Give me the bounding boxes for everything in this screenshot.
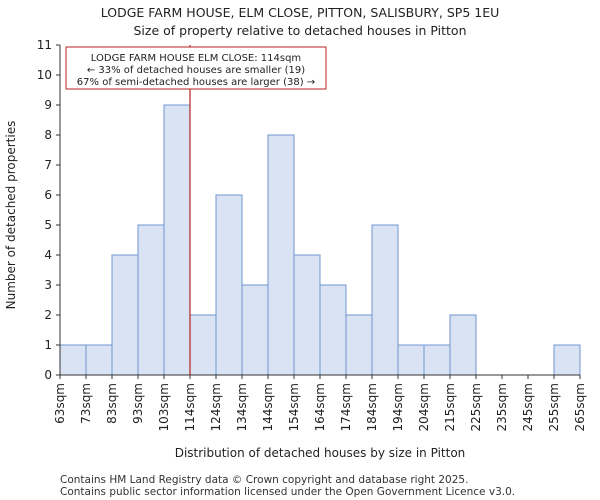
x-tick-label: 63sqm	[53, 383, 67, 424]
x-axis-label: Distribution of detached houses by size …	[175, 446, 466, 460]
y-tick-label: 5	[44, 218, 52, 232]
chart-subtitle: Size of property relative to detached ho…	[133, 23, 467, 38]
x-tick-label: 204sqm	[417, 383, 431, 431]
annotation-box: LODGE FARM HOUSE ELM CLOSE: 114sqm ← 33%…	[65, 46, 327, 90]
y-tick-label: 8	[44, 128, 52, 142]
annotation-line-3: 67% of semi-detached houses are larger (…	[77, 77, 315, 88]
bar-73sqm	[85, 344, 113, 376]
y-tick-label: 10	[37, 68, 52, 82]
x-tick-label: 144sqm	[261, 383, 275, 431]
footer-line-2: Contains public sector information licen…	[60, 486, 516, 498]
x-tick-label: 265sqm	[573, 383, 587, 431]
x-tick-label: 215sqm	[443, 383, 457, 431]
bar-204sqm	[423, 344, 451, 376]
x-tick-label: 184sqm	[365, 383, 379, 431]
x-tick-label: 154sqm	[287, 383, 301, 431]
bar-124sqm	[215, 194, 243, 376]
y-tick-label: 0	[44, 368, 52, 382]
y-tick-label: 6	[44, 188, 52, 202]
y-axis-label: Number of detached properties	[4, 121, 18, 310]
bar-144sqm	[267, 134, 295, 376]
bar-164sqm	[319, 284, 347, 376]
bar-255sqm	[553, 344, 581, 376]
bar-184sqm	[371, 224, 399, 376]
x-tick-label: 93sqm	[131, 383, 145, 424]
chart-title: LODGE FARM HOUSE, ELM CLOSE, PITTON, SAL…	[100, 5, 500, 20]
footer-line-1: Contains HM Land Registry data © Crown c…	[60, 474, 469, 486]
x-tick-label: 245sqm	[521, 383, 535, 431]
y-tick-label: 1	[44, 338, 52, 352]
y-tick-label: 2	[44, 308, 52, 322]
bar-215sqm	[449, 314, 477, 376]
y-tick-label: 11	[37, 38, 52, 52]
bar-103sqm	[163, 104, 191, 376]
y-tick-label: 3	[44, 278, 52, 292]
x-tick-label: 73sqm	[79, 383, 93, 424]
x-tick-label: 124sqm	[209, 383, 223, 431]
y-axis: 0 1 2 3 4 5 6 7 8 9 10 11	[37, 38, 61, 382]
bar-63sqm	[59, 344, 87, 376]
bar-93sqm	[137, 224, 165, 376]
y-tick-label: 9	[44, 98, 52, 112]
y-tick-label: 7	[44, 158, 52, 172]
bars-group	[59, 104, 581, 376]
bar-194sqm	[397, 344, 425, 376]
x-tick-label: 114sqm	[183, 383, 197, 431]
bar-154sqm	[293, 254, 321, 376]
bar-114sqm	[189, 314, 217, 376]
x-tick-label: 235sqm	[495, 383, 509, 431]
y-tick-label: 4	[44, 248, 52, 262]
x-tick-label: 164sqm	[313, 383, 327, 431]
x-tick-label: 83sqm	[105, 383, 119, 424]
bar-83sqm	[111, 254, 139, 376]
x-tick-label: 134sqm	[235, 383, 249, 431]
x-tick-label: 225sqm	[469, 383, 483, 431]
x-axis: 63sqm 73sqm 83sqm 93sqm 103sqm 114sqm 124sqm 13…	[53, 374, 587, 431]
x-tick-label: 103sqm	[157, 383, 171, 431]
bar-174sqm	[345, 314, 373, 376]
x-tick-label: 255sqm	[547, 383, 561, 431]
x-tick-label: 194sqm	[391, 383, 405, 431]
annotation-line-1: LODGE FARM HOUSE ELM CLOSE: 114sqm	[91, 53, 301, 64]
x-tick-label: 174sqm	[339, 383, 353, 431]
annotation-line-2: ← 33% of detached houses are smaller (19…	[87, 65, 305, 76]
bar-134sqm	[241, 284, 269, 376]
